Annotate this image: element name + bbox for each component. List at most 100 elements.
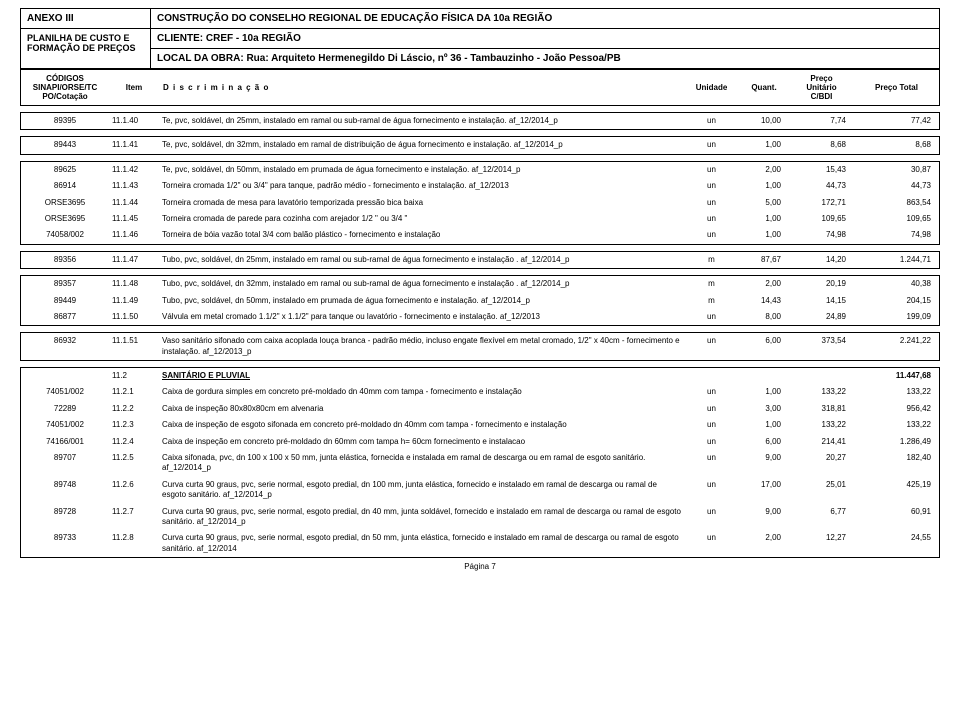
cell-quant: 5,00 [739, 195, 789, 211]
cell-un: un [684, 530, 739, 557]
cell-pt: 182,40 [854, 450, 939, 477]
table-row: 8944311.1.41Te, pvc, soldável, dn 32mm, … [21, 137, 939, 153]
cell-item: 11.2.5 [109, 450, 159, 477]
cell-pu: 14,15 [789, 293, 854, 309]
cell-item: 11.2.8 [109, 530, 159, 557]
table-row: 8935711.1.48Tubo, pvc, soldável, dn 32mm… [21, 276, 939, 292]
cell-pu: 24,89 [789, 309, 854, 325]
table-row: 8687711.1.50Válvula em metal cromado 1.1… [21, 309, 939, 325]
section-g6: 8693211.1.51Vaso sanitário sifonado com … [20, 332, 940, 361]
cell-item: 11.1.41 [109, 137, 159, 153]
cell-desc: Curva curta 90 graus, pvc, serie normal,… [159, 477, 684, 504]
cell-desc: Torneira cromada de parede para cozinha … [159, 211, 684, 227]
local-label: LOCAL DA OBRA: Rua: Arquiteto Hermenegil… [151, 49, 939, 68]
section-g3: 8962511.1.42Te, pvc, soldável, dn 50mm, … [20, 161, 940, 245]
cell-un: m [684, 252, 739, 268]
cell-item: 11.1.51 [109, 333, 159, 360]
table-row: 74166/00111.2.4Caixa de inspeção em conc… [21, 434, 939, 450]
col-unidade: Unidade [684, 70, 739, 105]
cliente-label: CLIENTE: CREF - 10a REGIÃO [151, 29, 939, 49]
cell-item: 11.2.3 [109, 417, 159, 433]
cell-un: un [684, 434, 739, 450]
cell-quant: 1,00 [739, 384, 789, 400]
cell-un: un [684, 401, 739, 417]
cell-code: 74051/002 [21, 384, 109, 400]
cell-item: 11.1.40 [109, 113, 159, 129]
cell-quant: 2,00 [739, 276, 789, 292]
cell-desc: Te, pvc, soldável, dn 25mm, instalado em… [159, 113, 684, 129]
cell-code: ORSE3695 [21, 211, 109, 227]
header-block: ANEXO III CONSTRUÇÃO DO CONSELHO REGIONA… [20, 8, 940, 69]
cell-item: 11.2.7 [109, 504, 159, 531]
cell-code: 89748 [21, 477, 109, 504]
cell-pu: 20,27 [789, 450, 854, 477]
cell-pu: 6,77 [789, 504, 854, 531]
cell-pt: 1.286,49 [854, 434, 939, 450]
section-g7: 11.2SANITÁRIO E PLUVIAL11.447,6874051/00… [20, 367, 940, 558]
table-row: 8973311.2.8Curva curta 90 graus, pvc, se… [21, 530, 939, 557]
cell-item: 11.1.48 [109, 276, 159, 292]
cell-pu: 133,22 [789, 384, 854, 400]
section-title-row: 11.2SANITÁRIO E PLUVIAL11.447,68 [21, 368, 939, 384]
cell-code: 72289 [21, 401, 109, 417]
cell-quant: 1,00 [739, 178, 789, 194]
cell-desc: Curva curta 90 graus, pvc, serie normal,… [159, 530, 684, 557]
cell-pt: 40,38 [854, 276, 939, 292]
cell-pt: 199,09 [854, 309, 939, 325]
cell-quant: 6,00 [739, 333, 789, 360]
cell-code: 89728 [21, 504, 109, 531]
cell-desc: Te, pvc, soldável, dn 32mm, instalado em… [159, 137, 684, 153]
cell-desc: SANITÁRIO E PLUVIAL [159, 368, 684, 384]
cell-pt: 2.241,22 [854, 333, 939, 360]
cell-pt: 60,91 [854, 504, 939, 531]
cell-pu: 373,54 [789, 333, 854, 360]
cell-un: m [684, 276, 739, 292]
cell-quant: 10,00 [739, 113, 789, 129]
cell-desc: Torneira cromada 1/2" ou 3/4" para tanqu… [159, 178, 684, 194]
cell-desc: Tubo, pvc, soldável, dn 32mm, instalado … [159, 276, 684, 292]
cell-quant: 17,00 [739, 477, 789, 504]
cell-pt: 425,19 [854, 477, 939, 504]
cell-code: 86914 [21, 178, 109, 194]
col-preco-unit: Preço Unitário C/BDI [789, 70, 854, 105]
cell-item: 11.2.1 [109, 384, 159, 400]
cell-un: un [684, 417, 739, 433]
cell-desc: Te, pvc, soldável, dn 50mm, instalado em… [159, 162, 684, 178]
cell-un: un [684, 137, 739, 153]
cell-quant: 87,67 [739, 252, 789, 268]
cell-code: 74166/001 [21, 434, 109, 450]
cell-quant: 2,00 [739, 530, 789, 557]
section-g1: 8939511.1.40Te, pvc, soldável, dn 25mm, … [20, 112, 940, 130]
cell-un: un [684, 384, 739, 400]
table-row: 74051/00211.2.3Caixa de inspeção de esgo… [21, 417, 939, 433]
cell-pt: 133,22 [854, 417, 939, 433]
cell-code: 89449 [21, 293, 109, 309]
table-row: 8944911.1.49Tubo, pvc, soldável, dn 50mm… [21, 293, 939, 309]
cell-item: 11.1.44 [109, 195, 159, 211]
table-row: 8974811.2.6Curva curta 90 graus, pvc, se… [21, 477, 939, 504]
cell-desc: Vaso sanitário sifonado com caixa acopla… [159, 333, 684, 360]
cell-quant: 9,00 [739, 450, 789, 477]
cell-item: 11.2.6 [109, 477, 159, 504]
section-g5: 8935711.1.48Tubo, pvc, soldável, dn 32mm… [20, 275, 940, 326]
col-quant: Quant. [739, 70, 789, 105]
cell-item: 11.1.46 [109, 227, 159, 243]
cell-item: 11.1.47 [109, 252, 159, 268]
table-row: 8693211.1.51Vaso sanitário sifonado com … [21, 333, 939, 360]
cell-quant: 1,00 [739, 417, 789, 433]
cell-code: 89443 [21, 137, 109, 153]
cell-pu: 318,81 [789, 401, 854, 417]
cell-code: ORSE3695 [21, 195, 109, 211]
cell-code: 89357 [21, 276, 109, 292]
col-item: Item [109, 70, 159, 105]
cell-desc: Caixa de inspeção em concreto pré-moldad… [159, 434, 684, 450]
cell-pt: 11.447,68 [854, 368, 939, 384]
cell-desc: Curva curta 90 graus, pvc, serie normal,… [159, 504, 684, 531]
cell-pu: 12,27 [789, 530, 854, 557]
cell-item: 11.1.49 [109, 293, 159, 309]
cell-pt: 44,73 [854, 178, 939, 194]
cell-quant: 1,00 [739, 137, 789, 153]
col-preco-total: Preço Total [854, 70, 939, 105]
cell-pt: 863,54 [854, 195, 939, 211]
table-row: 8691411.1.43Torneira cromada 1/2" ou 3/4… [21, 178, 939, 194]
